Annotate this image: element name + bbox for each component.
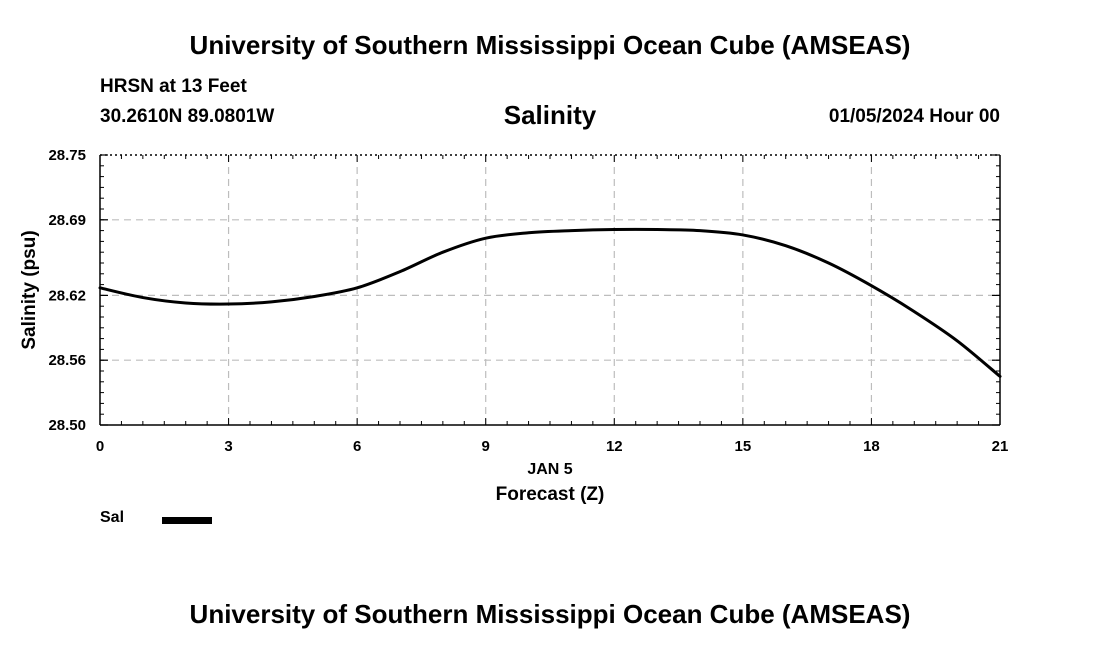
y-tick-label: 28.50 [48, 417, 86, 434]
x-tick-label: 6 [353, 438, 361, 455]
x-tick-label: 12 [606, 438, 623, 455]
x-tick-label: 21 [992, 438, 1009, 455]
legend-label: Sal [100, 509, 125, 526]
y-tick-label: 28.69 [48, 212, 86, 229]
y-tick-label: 28.56 [48, 352, 86, 369]
x-tick-label: 9 [482, 438, 490, 455]
x-tick-label: 0 [96, 438, 104, 455]
station-coordinates: 30.2610N 89.0801W [100, 106, 275, 127]
legend-swatch [162, 517, 212, 524]
y-axis-label: Salinity (psu) [19, 230, 40, 349]
x-tick-label: 15 [735, 438, 752, 455]
footer-title: University of Southern Mississippi Ocean… [189, 599, 911, 629]
series-line-sal [98, 227, 1002, 378]
x-sublabel: JAN 5 [527, 461, 572, 478]
main-title: University of Southern Mississippi Ocean… [189, 30, 911, 60]
forecast-date: 01/05/2024 Hour 00 [828, 106, 1000, 127]
y-tick-label: 28.62 [48, 287, 86, 304]
x-tick-label: 18 [863, 438, 880, 455]
station-label: HRSN at 13 Feet [100, 76, 247, 97]
y-tick-label: 28.75 [48, 147, 86, 164]
x-tick-label: 3 [224, 438, 232, 455]
variable-title: Salinity [503, 100, 597, 130]
x-axis-label: Forecast (Z) [496, 484, 605, 505]
